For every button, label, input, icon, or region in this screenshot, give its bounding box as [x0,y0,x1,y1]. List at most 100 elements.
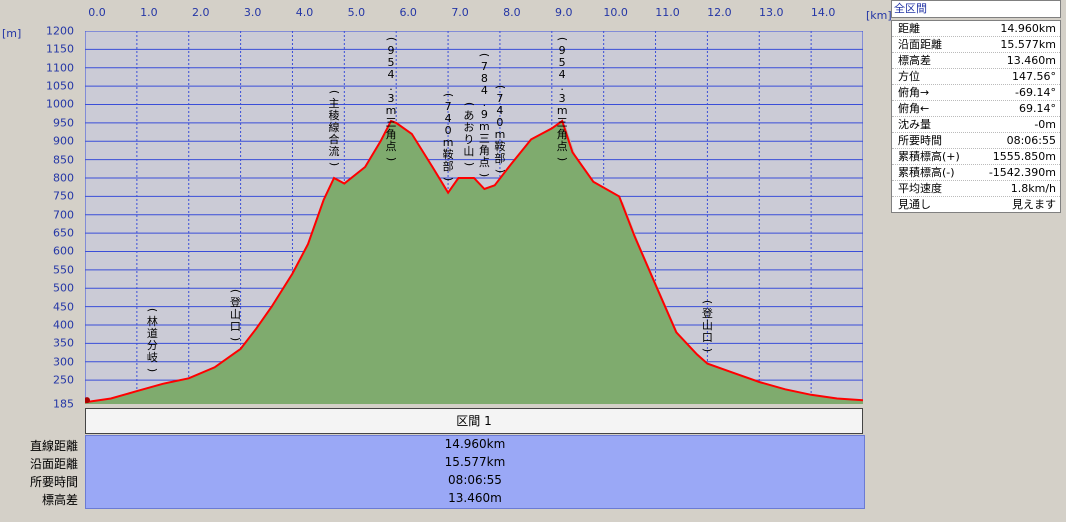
x-tick-label: 12.0 [707,6,732,19]
stat-label: 沈み量 [898,118,931,131]
stat-row: 俯角← 69.14° [892,101,1060,117]
segment-row-value: 08:06:55 [448,473,502,487]
stat-row: 累積標高(+) 1555.850m [892,149,1060,165]
annotation-label: (9 5 4. 3 m 三角点) [556,36,570,162]
stat-value: 147.56° [1012,70,1056,83]
y-tick-label: 1000 [46,97,74,111]
x-tick-label: 8.0 [503,6,521,19]
y-tick-label: 1100 [46,61,74,75]
y-tick-label: 650 [53,226,74,240]
segment-row-label: 標高差 [41,493,78,507]
stat-label: 沿面距離 [898,38,942,51]
elevation-chart-svg [85,31,863,404]
annotation-label: (7 8 4. 9 m 三角点) [478,52,492,178]
y-tick-label: 700 [53,208,74,222]
annotation-label: (主稜線合流) [327,89,341,167]
y-tick-label: 550 [53,263,74,277]
stat-label: 俯角← [898,102,930,115]
segment-row-value: 15.577km [444,455,506,469]
annotation-label: (9 5 4. 3 m 三角点) [385,36,398,162]
y-tick-label: 185 [53,397,74,411]
y-tick-label: 1150 [46,42,74,56]
stat-label: 見通し [898,198,931,211]
x-tick-label: 2.0 [191,6,210,19]
stat-value: 15.577km [1000,38,1056,51]
x-tick-label: 6.0 [399,6,417,19]
stat-row: 見通し 見えます [892,197,1060,212]
stat-row: 沿面距離 15.577km [892,37,1060,53]
stat-row: 平均速度 1.8km/h [892,181,1060,197]
stat-row: 距離 14.960km [892,21,1060,37]
x-tick-label: 0.0 [88,6,106,19]
y-tick-label: 850 [53,153,74,167]
x-unit-label: [km] [866,9,892,22]
x-tick-label: 1.0 [140,6,158,19]
route-line [85,119,863,404]
segment-row-label: 所要時間 [29,475,78,489]
stat-row: 標高差 13.460m [892,53,1060,69]
y-tick-label: 300 [53,355,74,369]
annotation-label: (林道分岐) [146,307,160,372]
stat-label: 所要時間 [898,134,942,147]
segment-header[interactable]: 区間 1 [85,408,863,434]
elevation-profile-chart[interactable] [85,31,863,404]
y-unit-label: [m] [2,27,22,40]
stats-list: 距離 14.960km 沿面距離 15.577km 標高差 13.460m 方位 147.56… [891,20,1061,213]
stat-label: 標高差 [898,54,931,67]
stat-value: 1555.850m [992,150,1056,163]
y-tick-label: 400 [53,318,74,332]
y-tick-label: 500 [53,281,74,295]
annotation-label: (登山口) [229,288,243,341]
y-tick-label: 1050 [46,79,74,93]
y-tick-label: 1200 [46,24,74,38]
segment-row-label: 直線距離 [29,439,78,453]
stat-row: 所要時間 08:06:55 [892,133,1060,149]
stat-value: 14.960km [1000,22,1056,35]
annotation-label: (7 4 0 m 鞍部) [493,85,507,174]
stat-label: 方位 [898,70,920,83]
stat-label: 累積標高(+) [898,150,960,163]
annotation-label: (7 4 0 m 鞍部) [442,92,456,181]
y-tick-label: 800 [53,171,74,185]
x-tick-label: 14.0 [810,6,836,19]
segment-body: 14.960km 15.577km 08:06:55 13.460m [85,435,865,509]
stat-value: 08:06:55 [1006,134,1056,147]
y-tick-label: 600 [53,244,74,258]
y-tick-label: 350 [53,336,74,350]
terrain-area [85,121,863,404]
y-tick-label: 450 [53,300,74,314]
x-tick-label: 13.0 [759,6,784,19]
stat-value: 69.14° [1019,102,1056,115]
stat-value: -1542.390m [988,166,1056,179]
stat-label: 累積標高(-) [898,166,955,179]
panel-title: 全区間 [891,0,1061,18]
stat-value: -69.14° [1015,86,1056,99]
y-tick-label: 900 [53,134,74,148]
stat-value: 1.8km/h [1010,182,1056,195]
x-tick-label: 10.0 [603,6,628,19]
stat-value: 13.460m [1006,54,1056,67]
y-tick-label: 250 [53,373,74,387]
stats-panel: 全区間 距離 14.960km 沿面距離 15.577km 標高差 13.460m 方位 14… [891,0,1061,213]
y-tick-label: 950 [53,116,74,130]
x-tick-label: 3.0 [243,6,262,19]
segment-row-value: 13.460m [448,491,502,505]
stat-label: 俯角→ [898,86,930,99]
stat-row: 沈み量 -0m [892,117,1060,133]
y-tick-label: 750 [53,189,74,203]
stat-row: 俯角→ -69.14° [892,85,1060,101]
stat-row: 累積標高(-) -1542.390m [892,165,1060,181]
annotation-label: (登山口) [701,299,715,352]
x-tick-label: 5.0 [347,6,366,19]
x-tick-label: 7.0 [451,6,469,19]
stat-label: 平均速度 [898,182,942,195]
x-tick-label: 9.0 [555,6,573,19]
x-tick-label: 4.0 [295,6,314,19]
start-marker [85,397,90,404]
segment-row-label: 沿面距離 [29,457,78,471]
segment-row-value: 14.960km [444,437,506,451]
annotation-label: (あおり山) [462,101,476,167]
stat-label: 距離 [898,22,920,35]
x-tick-label: 11.0 [655,6,680,19]
stat-row: 方位 147.56° [892,69,1060,85]
